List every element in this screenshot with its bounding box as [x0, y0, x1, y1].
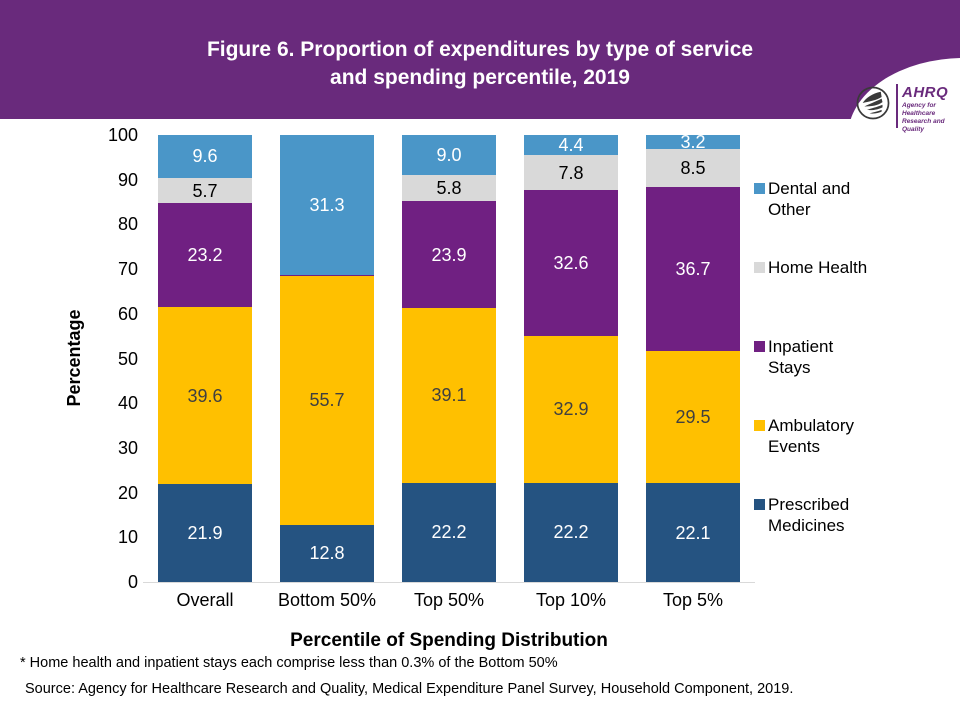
- segment-ambulatory-events-top-10-: 32.9: [524, 335, 618, 483]
- segment-dental-and-other-bottom-50-: 31.3: [280, 134, 374, 275]
- logo-org-abbr: AHRQ: [902, 84, 949, 101]
- y-axis-tick-50: 50: [117, 348, 138, 369]
- data-label-inpatient-stays-top-50-: 23.9: [431, 244, 467, 265]
- x-axis-category-top-10-: Top 10%: [535, 590, 607, 610]
- y-axis-tick-40: 40: [117, 393, 138, 414]
- data-label-ambulatory-events-top-10-: 32.9: [553, 399, 589, 420]
- segment-dental-and-other-top-50-: 9.0: [402, 135, 496, 176]
- bar-top-50-: 22.2 39.1 23.9 5.8 9.0: [402, 135, 496, 582]
- data-label-dental-and-other-overall: 9.6: [192, 146, 218, 167]
- ahrq-logo: AHRQ Agency for Healthcare Research and …: [852, 82, 958, 133]
- bar-bottom-50-: 12.8 55.7 31.3: [280, 134, 374, 582]
- source-line: Source: Agency for Healthcare Research a…: [25, 681, 794, 697]
- y-axis-tick-100: 100: [107, 125, 138, 145]
- segment-dental-and-other-overall: 9.6: [158, 135, 252, 178]
- y-axis-tick-80: 80: [117, 214, 138, 235]
- x-axis-category-top-50-: Top 50%: [413, 590, 485, 610]
- y-axis-tick-30: 30: [117, 437, 138, 458]
- legend-item-ambulatory-events: Ambulatory Events: [754, 415, 880, 457]
- y-axis-tick-0: 0: [127, 572, 138, 592]
- legend-label-inpatient-stays: Inpatient Stays: [768, 337, 834, 377]
- segment-ambulatory-events-bottom-50-: 55.7: [280, 275, 374, 525]
- y-axis-title: Percentage: [64, 309, 84, 407]
- segment-home-health-top-50-: 5.8: [402, 175, 496, 202]
- segment-inpatient-stays-top-10-: 32.6: [524, 189, 618, 336]
- data-label-prescribed-medicines-overall: 21.9: [187, 523, 223, 544]
- data-label-home-health-overall: 5.7: [192, 180, 218, 201]
- data-label-ambulatory-events-top-50-: 39.1: [431, 385, 467, 406]
- data-label-home-health-top-5-: 8.5: [680, 158, 706, 179]
- segment-home-health-bottom-50-: [280, 274, 374, 276]
- footnote: * Home health and inpatient stays each c…: [20, 655, 558, 671]
- legend-swatch-home-health: [754, 262, 765, 273]
- logo-divider: [896, 84, 898, 128]
- legend-label-home-health: Home Health: [768, 258, 868, 277]
- data-label-dental-and-other-top-10-: 4.4: [558, 135, 584, 156]
- legend-label-ambulatory-events: Ambulatory Events: [768, 416, 854, 456]
- x-axis-title: Percentile of Spending Distribution: [290, 630, 608, 651]
- segment-ambulatory-events-overall: 39.6: [158, 307, 252, 485]
- segment-prescribed-medicines-overall: 21.9: [158, 484, 252, 582]
- data-label-home-health-top-50-: 5.8: [436, 178, 462, 199]
- figure-title: Figure 6. Proportion of expenditures by …: [0, 36, 960, 92]
- bar-top-5-: 22.1 29.5 36.7 8.5 3.2: [646, 132, 740, 582]
- data-label-prescribed-medicines-top-10-: 22.2: [553, 522, 589, 543]
- segment-prescribed-medicines-top-50-: 22.2: [402, 482, 496, 582]
- bar-overall: 21.9 39.6 23.2 5.7 9.6: [158, 135, 252, 582]
- x-axis-category-overall: Overall: [176, 590, 234, 610]
- bar-top-10-: 22.2 32.9 32.6 7.8 4.4: [524, 135, 618, 582]
- y-axis-tick-90: 90: [117, 169, 138, 190]
- y-axis-tick-70: 70: [117, 259, 138, 280]
- figure-title-line1: Figure 6. Proportion of expenditures by …: [206, 38, 754, 61]
- segment-ambulatory-events-top-5-: 29.5: [646, 351, 740, 484]
- segment-home-health-top-10-: 7.8: [524, 155, 618, 190]
- y-axis-tick-10: 10: [117, 527, 138, 548]
- segment-inpatient-stays-bottom-50-: [280, 275, 374, 276]
- data-label-dental-and-other-top-50-: 9.0: [436, 145, 462, 166]
- data-label-ambulatory-events-top-5-: 29.5: [675, 407, 711, 428]
- segment-prescribed-medicines-top-5-: 22.1: [646, 483, 740, 582]
- data-label-dental-and-other-top-5-: 3.2: [680, 132, 706, 153]
- figure-title-line2: and spending percentile, 2019: [330, 66, 630, 89]
- legend-label-prescribed-medicines: Prescribed Medicines: [768, 495, 850, 535]
- data-label-prescribed-medicines-bottom-50-: 12.8: [309, 543, 345, 564]
- segment-dental-and-other-top-5-: 3.2: [646, 132, 740, 153]
- data-label-home-health-top-10-: 7.8: [558, 162, 584, 183]
- data-label-ambulatory-events-bottom-50-: 55.7: [309, 390, 345, 411]
- data-label-inpatient-stays-top-5-: 36.7: [675, 259, 711, 280]
- legend-item-inpatient-stays: Inpatient Stays: [754, 336, 880, 378]
- data-label-prescribed-medicines-top-5-: 22.1: [675, 522, 711, 543]
- segment-home-health-overall: 5.7: [158, 177, 252, 204]
- segment-prescribed-medicines-bottom-50-: 12.8: [280, 524, 374, 582]
- logo-tagline: Agency for Healthcare Research and Quali…: [902, 102, 945, 133]
- x-axis-line: [143, 582, 755, 583]
- segment-home-health-top-5-: 8.5: [646, 149, 740, 188]
- segment-inpatient-stays-top-50-: 23.9: [402, 201, 496, 309]
- data-label-ambulatory-events-overall: 39.6: [187, 385, 223, 406]
- legend-item-home-health: Home Health: [754, 257, 880, 278]
- x-axis-category-top-5-: Top 5%: [662, 590, 724, 610]
- segment-inpatient-stays-top-5-: 36.7: [646, 187, 740, 352]
- x-axis-category-bottom-50-: Bottom 50%: [277, 590, 377, 610]
- segment-ambulatory-events-top-50-: 39.1: [402, 308, 496, 483]
- segment-prescribed-medicines-top-10-: 22.2: [524, 482, 618, 582]
- legend-item-dental-and-other: Dental and Other: [754, 178, 880, 220]
- hhs-eagle-icon: [854, 84, 892, 127]
- y-axis-tick-20: 20: [117, 482, 138, 503]
- legend-swatch-ambulatory-events: [754, 420, 765, 431]
- data-label-prescribed-medicines-top-50-: 22.2: [431, 522, 467, 543]
- y-axis-tick-60: 60: [117, 303, 138, 324]
- legend-label-dental-and-other: Dental and Other: [768, 179, 851, 219]
- legend-swatch-dental-and-other: [754, 183, 765, 194]
- segment-dental-and-other-top-10-: 4.4: [524, 135, 618, 156]
- legend-item-prescribed-medicines: Prescribed Medicines: [754, 494, 880, 536]
- legend-swatch-inpatient-stays: [754, 341, 765, 352]
- header-band: [0, 0, 960, 119]
- legend-swatch-prescribed-medicines: [754, 499, 765, 510]
- segment-inpatient-stays-overall: 23.2: [158, 203, 252, 308]
- data-label-inpatient-stays-overall: 23.2: [187, 245, 223, 266]
- data-label-dental-and-other-bottom-50-: 31.3: [309, 194, 345, 215]
- data-label-inpatient-stays-top-10-: 32.6: [553, 252, 589, 273]
